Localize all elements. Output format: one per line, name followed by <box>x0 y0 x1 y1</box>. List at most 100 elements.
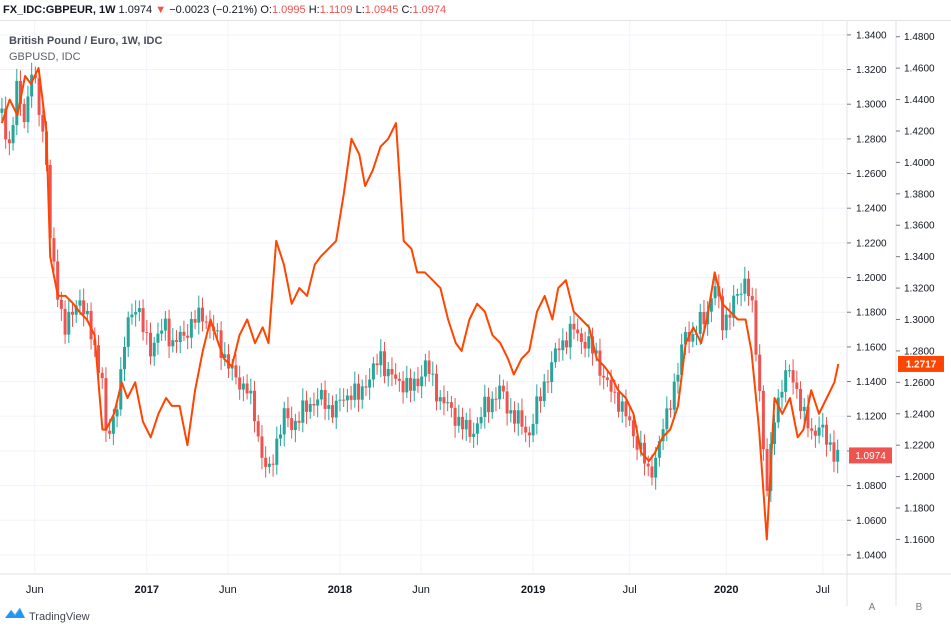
candle-body <box>531 423 535 436</box>
candle-body <box>279 434 283 439</box>
candle-body <box>394 374 398 379</box>
candle-body <box>795 382 799 389</box>
candle-body <box>553 348 557 363</box>
close-label: C: <box>401 4 413 16</box>
candle-body <box>761 390 765 450</box>
time-axis-ticks: Jun 2017 Jun 2018 Jun 2019 Jul 2020 Jul <box>26 584 830 596</box>
candle-body <box>409 377 413 391</box>
price-change: −0.0023 (−0.21%) <box>169 4 258 16</box>
candle-body <box>368 379 372 388</box>
gbpusd-price-label: 1.2717 <box>898 355 944 372</box>
candle-body <box>375 363 379 366</box>
scale-a-tick-label: 1.2800 <box>856 134 887 145</box>
candle-body <box>397 378 401 381</box>
symbol-header: FX_IDC:GBPEUR, 1W 1.0974 ▼ −0.0023 (−0.2… <box>0 0 951 20</box>
candle-body <box>780 391 784 398</box>
candle-body <box>305 400 309 412</box>
scale-a-tick-label: 1.3400 <box>856 30 887 41</box>
scale-a-tick-label: 1.0400 <box>856 550 887 561</box>
candle-body <box>219 330 223 358</box>
candle-body <box>52 238 56 262</box>
candle-body <box>264 457 268 467</box>
candle-body <box>832 442 836 462</box>
candle-body <box>643 442 647 464</box>
candle-body <box>30 74 34 97</box>
candle-body <box>312 403 316 406</box>
candle-body <box>137 308 141 313</box>
scale-a-tick-label: 1.1800 <box>856 308 887 319</box>
candle-body <box>825 424 829 445</box>
candle-body <box>773 422 777 444</box>
candle-body <box>167 318 171 347</box>
candle-body <box>0 108 4 113</box>
candle-body <box>74 305 78 315</box>
candle-body <box>461 416 465 430</box>
candle-body <box>182 331 186 336</box>
tradingview-logo-icon[interactable] <box>4 606 26 628</box>
candle-body <box>275 438 279 465</box>
scale-b-tick-label: 1.4000 <box>904 158 935 169</box>
scale-b-button[interactable]: B <box>915 602 923 613</box>
candle-body <box>253 390 257 422</box>
svg-text:1.0974: 1.0974 <box>855 451 886 462</box>
candle-body <box>197 307 201 323</box>
candle-body <box>813 430 817 436</box>
candle-body <box>4 108 8 140</box>
legend-title[interactable]: British Pound / Euro, 1W, IDC <box>9 35 163 47</box>
candle-body <box>401 380 405 393</box>
candle-body <box>71 311 75 315</box>
candle-body <box>286 408 290 419</box>
scale-b-tick-label: 1.3400 <box>904 252 935 263</box>
time-axis-label: 2018 <box>328 584 352 596</box>
candle-body <box>631 420 635 437</box>
candle-body <box>405 377 409 393</box>
candle-body <box>82 300 86 315</box>
candle-body <box>104 378 108 431</box>
candle-body <box>516 410 520 424</box>
time-axis-label: 2020 <box>714 584 738 596</box>
candle-body <box>557 348 561 351</box>
candle-body <box>149 332 153 357</box>
candle-body <box>37 78 41 115</box>
candle-body <box>464 419 468 430</box>
legend-overlay[interactable]: GBPUSD, IDC <box>9 51 81 63</box>
scale-b-tick-label: 1.3200 <box>904 284 935 295</box>
candle-body <box>290 418 294 431</box>
time-axis-label: Jun <box>219 584 237 596</box>
chart-svg[interactable]: 1.3400 1.3200 1.3000 1.2800 1.2600 1.2400 1.22… <box>0 21 951 606</box>
candle-body <box>743 278 747 294</box>
candle-body <box>293 420 297 431</box>
candle-body <box>494 398 498 400</box>
candle-body <box>709 298 713 312</box>
symbol-label[interactable]: FX_IDC:GBPEUR, 1W <box>3 4 116 16</box>
candle-body <box>308 403 312 412</box>
svg-text:1.2717: 1.2717 <box>906 359 937 370</box>
candle-body <box>527 432 531 436</box>
candle-body <box>7 139 11 144</box>
candle-body <box>15 80 19 126</box>
candle-body <box>390 368 394 375</box>
scale-b-tick-label: 1.4600 <box>904 64 935 75</box>
candle-body <box>735 294 739 296</box>
candle-body <box>130 314 134 318</box>
candle-body <box>193 319 197 323</box>
candle-body <box>438 397 442 402</box>
low-label: L: <box>355 4 365 16</box>
scale-a-button[interactable]: A <box>868 602 876 613</box>
candle-body <box>449 402 453 408</box>
candle-body <box>561 340 565 351</box>
chart-panel[interactable]: 1.3400 1.3200 1.3000 1.2800 1.2600 1.2400 1.22… <box>0 20 951 613</box>
candle-body <box>576 329 580 334</box>
candle-body <box>238 377 242 390</box>
candle-body <box>160 330 164 334</box>
candle-body <box>156 333 160 343</box>
scale-a-tick-label: 1.1400 <box>856 377 887 388</box>
candle-body <box>111 416 115 434</box>
candle-body <box>431 373 435 375</box>
candle-body <box>357 383 361 400</box>
candle-body <box>97 345 101 373</box>
scale-b-tick-label: 1.2200 <box>904 441 935 452</box>
candle-body <box>41 114 45 132</box>
tradingview-brand[interactable]: TradingView <box>29 610 90 623</box>
candle-body <box>249 390 253 394</box>
